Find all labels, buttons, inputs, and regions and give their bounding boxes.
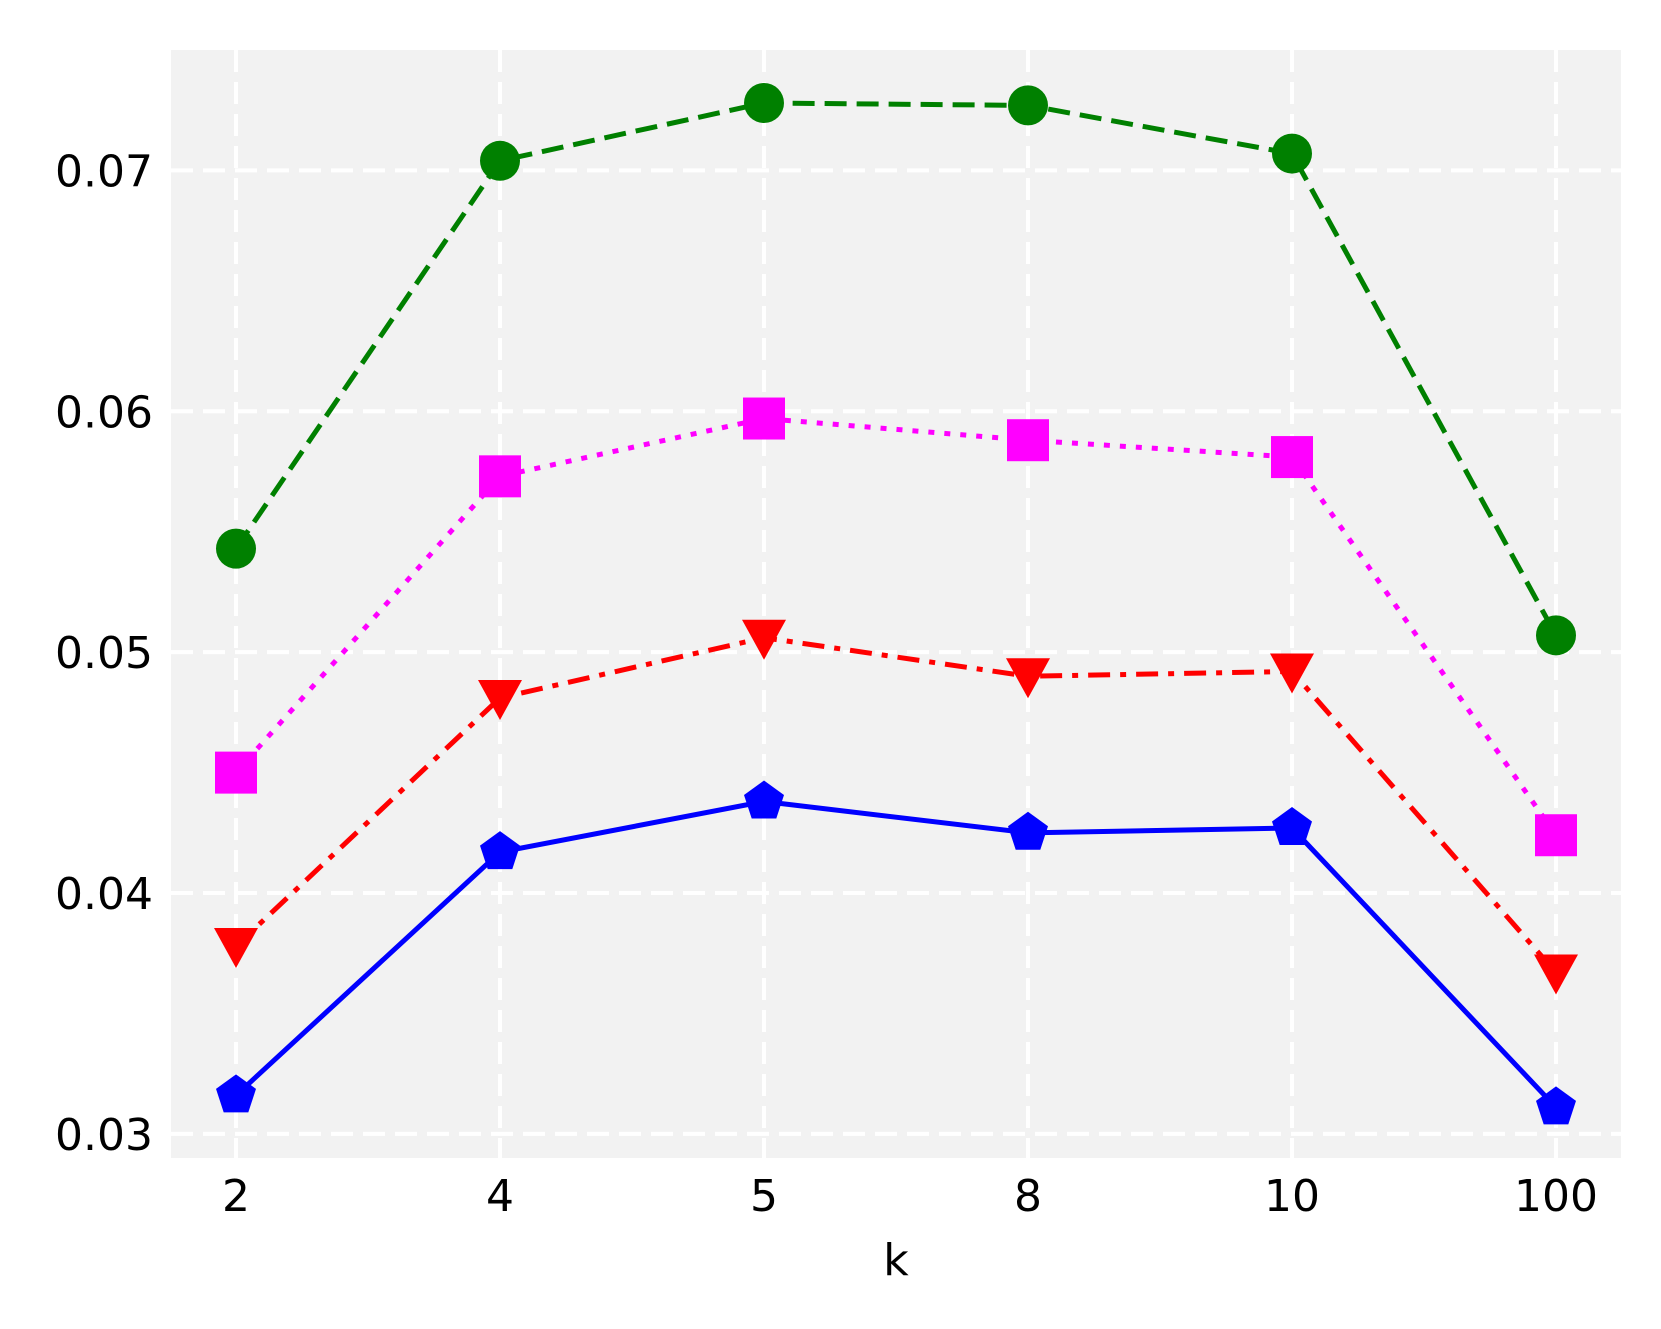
- x-tick-label: 5: [750, 1171, 778, 1222]
- data-point: [216, 528, 256, 569]
- data-point: [743, 397, 785, 440]
- grid-lines: [171, 50, 1621, 1158]
- x-tick-label: 4: [486, 1171, 514, 1222]
- data-point: [478, 679, 522, 720]
- data-point: [1534, 954, 1578, 995]
- y-tick-label: 0.05: [55, 628, 153, 679]
- data-point: [1535, 814, 1577, 857]
- x-axis-label: k: [883, 1235, 909, 1286]
- y-tick-label: 0.04: [55, 869, 153, 920]
- data-point: [1272, 133, 1312, 174]
- series-lines: [233, 100, 1559, 1110]
- series-markers: [214, 82, 1578, 1125]
- x-tick-label: 100: [1514, 1171, 1598, 1222]
- y-tick-label: 0.06: [55, 387, 153, 438]
- y-tick-label: 0.07: [55, 146, 153, 197]
- data-point: [214, 928, 258, 969]
- data-point: [480, 831, 520, 870]
- series-line: [233, 100, 1559, 637]
- data-point: [1270, 653, 1314, 694]
- series-line: [234, 635, 1558, 975]
- x-axis-tick-labels: 2 4 5 8 10 100: [222, 1171, 1598, 1222]
- data-point: [215, 751, 257, 794]
- data-point: [480, 140, 520, 181]
- data-point: [1272, 807, 1312, 845]
- data-point: [1008, 811, 1048, 850]
- data-point: [1007, 419, 1049, 462]
- series-line: [234, 799, 1558, 1110]
- data-point: [1008, 85, 1048, 126]
- x-tick-label: 2: [222, 1171, 250, 1222]
- data-point: [1006, 658, 1050, 699]
- data-point: [479, 455, 521, 498]
- data-point: [742, 619, 786, 660]
- data-point: [744, 780, 784, 819]
- data-point: [216, 1074, 256, 1113]
- plot-background: [171, 50, 1621, 1158]
- data-point: [1271, 436, 1313, 479]
- data-point: [1536, 1086, 1576, 1125]
- y-tick-label: 0.03: [55, 1110, 153, 1161]
- data-point: [744, 82, 784, 123]
- x-tick-label: 8: [1014, 1171, 1042, 1222]
- data-point: [1536, 615, 1576, 656]
- x-tick-label: 10: [1264, 1171, 1320, 1222]
- y-axis-tick-labels: 0.03 0.04 0.05 0.06 0.07: [55, 146, 153, 1160]
